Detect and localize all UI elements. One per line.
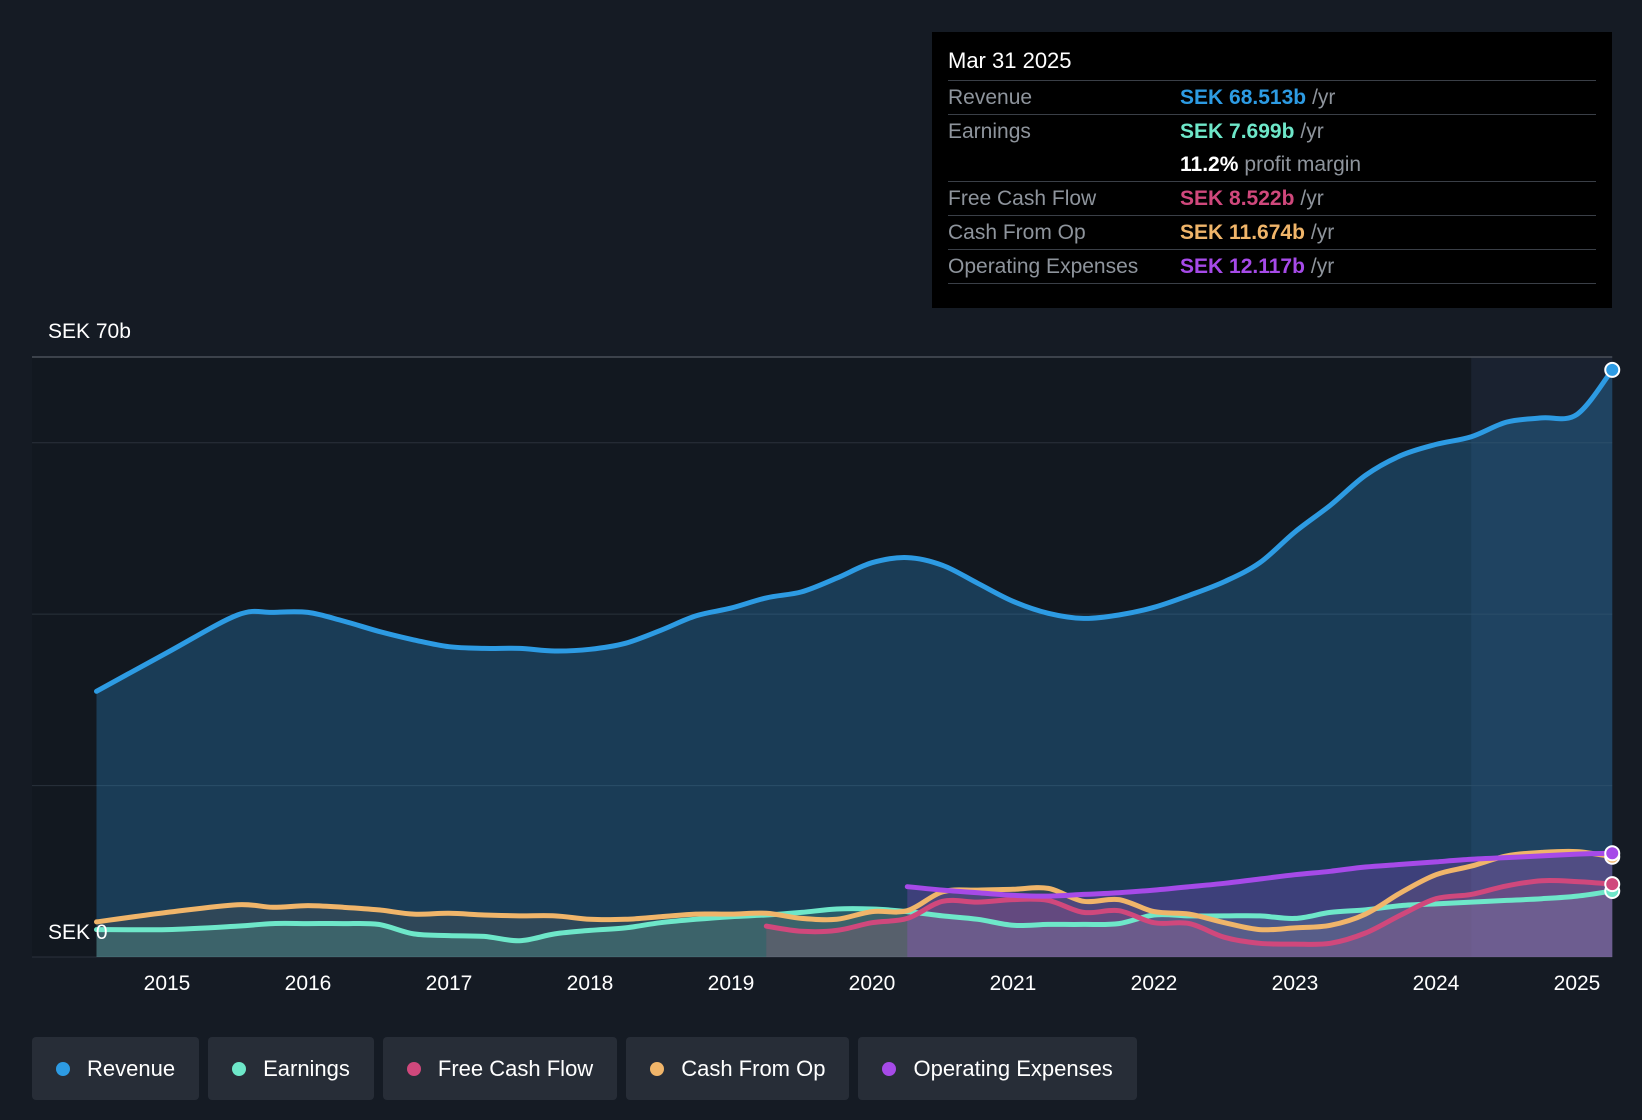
legend-dot-icon <box>232 1061 247 1076</box>
tooltip-value: SEK 68.513b <box>1180 85 1307 109</box>
tooltip-value: 11.2% <box>1180 152 1239 176</box>
revenue-end-marker <box>1604 361 1621 378</box>
tooltip-unit: /yr <box>1310 254 1335 278</box>
operating-expenses-line <box>904 850 1615 899</box>
x-tick-label: 2020 <box>849 972 896 995</box>
free-cash-flow-end-marker <box>1604 876 1621 893</box>
tooltip-row-operating-expenses: Operating Expenses SEK 12.117b /yr <box>948 249 1596 284</box>
plot-background <box>32 357 1613 957</box>
legend-dot-icon <box>882 1061 897 1076</box>
tooltip-unit: /yr <box>1312 85 1336 109</box>
tooltip-label: Operating Expenses <box>948 254 1139 278</box>
legend-item-revenue[interactable]: Revenue <box>32 1037 200 1100</box>
free-cash-flow-area <box>766 880 1613 957</box>
tooltip-unit: profit margin <box>1244 152 1362 176</box>
tooltip-unit: /yr <box>1300 119 1324 143</box>
tooltip-value: SEK 7.699b <box>1180 119 1295 143</box>
y-axis-top-label: SEK 70b <box>48 320 131 343</box>
x-tick-label: 2018 <box>567 972 614 995</box>
tooltip-label: Free Cash Flow <box>948 186 1097 210</box>
tooltip-value: SEK 8.522b <box>1180 186 1295 210</box>
legend-item-cash-from-op[interactable]: Cash From Op <box>626 1037 850 1100</box>
tooltip-row-revenue: Revenue SEK 68.513b /yr <box>948 80 1596 114</box>
operating-expenses-end-marker <box>1604 845 1621 862</box>
legend-label: Cash From Op <box>681 1055 826 1081</box>
legend-item-earnings[interactable]: Earnings <box>208 1037 374 1100</box>
legend-item-operating-expenses[interactable]: Operating Expenses <box>858 1037 1137 1100</box>
free-cash-flow-line <box>763 877 1615 947</box>
tooltip-unit: /yr <box>1310 220 1335 244</box>
x-tick-label: 2024 <box>1413 972 1460 995</box>
operating-expenses-area <box>907 853 1613 957</box>
x-tick-label: 2025 <box>1554 972 1601 995</box>
legend-label: Revenue <box>87 1055 176 1081</box>
legend-item-free-cash-flow[interactable]: Free Cash Flow <box>382 1037 618 1100</box>
tooltip-date: Mar 31 2025 <box>948 48 1072 73</box>
x-tick-label: 2016 <box>285 972 332 995</box>
x-tick-label: 2021 <box>990 972 1037 995</box>
cash-from-op-line <box>94 848 1615 933</box>
tooltip-label: Earnings <box>948 119 1031 143</box>
tooltip-unit: /yr <box>1300 186 1324 210</box>
tooltip-row-profit-margin: 11.2% profit margin <box>948 148 1596 181</box>
tooltip-row-earnings: Earnings SEK 7.699b /yr <box>948 114 1596 148</box>
tooltip-value: SEK 11.674b <box>1180 220 1305 244</box>
revenue-line <box>94 367 1615 694</box>
tooltip: Mar 31 2025 Revenue SEK 68.513b /yr Earn… <box>932 32 1612 308</box>
tooltip-label: Revenue <box>948 85 1033 109</box>
tooltip-row-free-cash-flow: Free Cash Flow SEK 8.522b /yr <box>948 181 1596 215</box>
legend-dot-icon <box>650 1061 665 1076</box>
legend: Revenue Earnings Free Cash Flow Cash Fro… <box>32 1037 1137 1100</box>
revenue-area <box>96 369 1613 957</box>
y-axis-bottom-label: SEK 0 <box>48 921 108 944</box>
x-tick-label: 2015 <box>144 972 191 995</box>
tooltip-value: SEK 12.117b <box>1180 254 1305 278</box>
tooltip-label: Cash From Op <box>948 220 1086 244</box>
legend-dot-icon <box>406 1061 421 1076</box>
legend-label: Earnings <box>263 1055 350 1081</box>
x-tick-label: 2019 <box>708 972 755 995</box>
x-tick-label: 2023 <box>1272 972 1319 995</box>
x-tick-label: 2017 <box>426 972 473 995</box>
tooltip-row-cash-from-op: Cash From Op SEK 11.674b /yr <box>948 215 1596 249</box>
x-tick-label: 2022 <box>1131 972 1178 995</box>
legend-label: Free Cash Flow <box>437 1055 594 1081</box>
cash-from-op-area <box>96 851 1613 957</box>
legend-label: Operating Expenses <box>913 1055 1113 1081</box>
legend-dot-icon <box>56 1061 70 1076</box>
